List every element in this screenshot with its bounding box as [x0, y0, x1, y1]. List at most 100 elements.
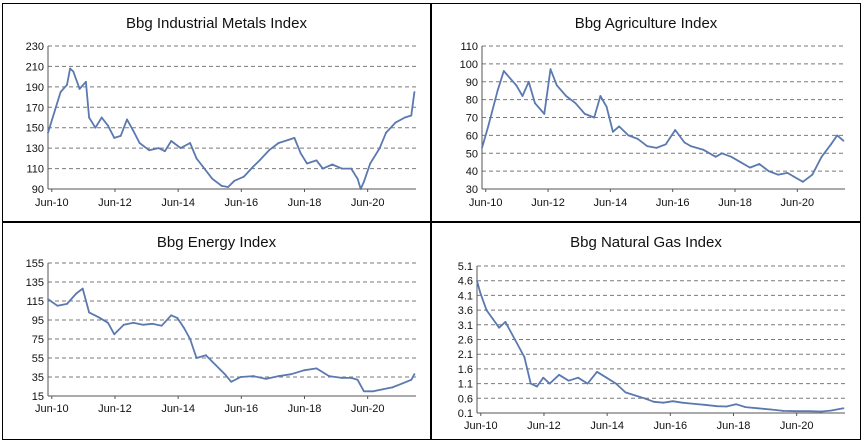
data-point: [214, 363, 217, 366]
data-point: [299, 152, 302, 155]
y-tick-label: 40: [466, 166, 478, 178]
x-tick-label: Jun-20: [781, 197, 815, 209]
y-tick-label: 0.6: [458, 393, 473, 405]
data-point: [277, 375, 280, 377]
data-point: [258, 159, 261, 162]
data-point: [88, 311, 90, 314]
data-point: [148, 149, 150, 152]
y-tick-label: 0.1: [458, 408, 473, 420]
data-point: [481, 146, 483, 149]
data-point: [842, 139, 845, 142]
data-point: [160, 324, 163, 327]
x-tick-label: Jun-14: [590, 420, 624, 432]
chart-title: Bbg Agriculture Index: [574, 15, 718, 32]
x-tick-label: Jun-14: [594, 197, 628, 209]
data-point: [113, 333, 116, 336]
data-point: [410, 378, 413, 381]
data-point: [378, 147, 381, 150]
y-tick-label: 4.1: [458, 290, 473, 302]
y-tick-label: 1.6: [458, 364, 473, 376]
data-point: [362, 390, 365, 393]
data-point: [521, 95, 524, 97]
data-point: [138, 142, 141, 144]
data-point: [549, 68, 552, 71]
data-point: [479, 291, 482, 294]
data-point: [643, 397, 646, 400]
data-point: [536, 385, 538, 388]
data-point: [502, 70, 505, 72]
data-point: [802, 180, 804, 183]
data-point: [66, 302, 68, 305]
y-tick-label: 3.6: [458, 305, 473, 317]
data-point: [491, 318, 494, 320]
data-point: [372, 390, 375, 393]
chart-title: Bbg Industrial Metals Index: [126, 15, 307, 32]
data-point: [496, 89, 499, 92]
x-tick-label: Jun-20: [351, 197, 385, 209]
x-tick-label: Jun-20: [351, 403, 385, 415]
data-point: [195, 357, 198, 359]
y-tick-label: 1.1: [458, 379, 473, 391]
data-point: [786, 172, 789, 174]
data-point: [758, 163, 761, 165]
data-point: [543, 113, 546, 115]
data-point: [646, 145, 649, 148]
data-point: [782, 410, 785, 412]
data-point: [605, 105, 608, 108]
data-point: [611, 130, 614, 133]
data-point: [97, 316, 100, 319]
x-tick-label: Jun-18: [288, 403, 322, 415]
data-point: [586, 382, 589, 385]
data-point: [69, 67, 72, 70]
y-tick-label: 60: [466, 130, 478, 142]
data-point: [315, 159, 318, 162]
data-point: [690, 402, 693, 405]
data-point: [410, 114, 413, 117]
data-point: [81, 287, 84, 290]
data-point: [107, 124, 109, 127]
x-tick-label: Jun-20: [780, 420, 814, 432]
data-point: [829, 409, 832, 412]
y-tick-label: 70: [466, 113, 478, 125]
data-point: [624, 391, 627, 394]
series-line: [481, 68, 844, 183]
y-tick-label: 4.6: [458, 276, 473, 288]
data-point: [627, 134, 630, 137]
x-tick-label: Jun-16: [224, 197, 258, 209]
chart-panel-natural-gas: Bbg Natural Gas Index 5.1 4.6 4.1 3.6 3.1 2.6…: [431, 222, 861, 440]
y-tick-label: 100: [460, 59, 478, 71]
data-point: [567, 379, 570, 382]
data-point: [287, 139, 289, 141]
data-point: [811, 173, 814, 176]
data-point: [340, 377, 343, 379]
data-point: [78, 88, 81, 90]
data-point: [655, 146, 658, 149]
data-point: [509, 77, 511, 80]
data-point: [842, 407, 845, 410]
x-tick-label: Jun-14: [161, 197, 195, 209]
data-point: [391, 386, 394, 389]
data-point: [362, 180, 365, 183]
y-tick-label: 190: [26, 82, 44, 94]
data-point: [413, 91, 416, 93]
data-point: [527, 80, 530, 83]
data-point: [176, 317, 179, 319]
y-tick-label: 35: [32, 372, 44, 384]
y-tick-label: 30: [466, 184, 478, 196]
data-point: [634, 394, 636, 397]
x-tick-label: Jun-10: [464, 420, 498, 432]
y-tick-label: 80: [466, 95, 478, 107]
data-point: [252, 165, 255, 168]
data-point: [820, 410, 823, 413]
data-point: [689, 145, 692, 148]
data-point: [107, 321, 109, 324]
data-point: [59, 91, 62, 93]
data-point: [514, 338, 516, 341]
data-point: [749, 166, 751, 169]
data-point: [293, 137, 296, 139]
data-point: [574, 102, 577, 105]
y-tick-label: 115: [26, 296, 44, 308]
y-tick-label: 170: [26, 102, 44, 114]
